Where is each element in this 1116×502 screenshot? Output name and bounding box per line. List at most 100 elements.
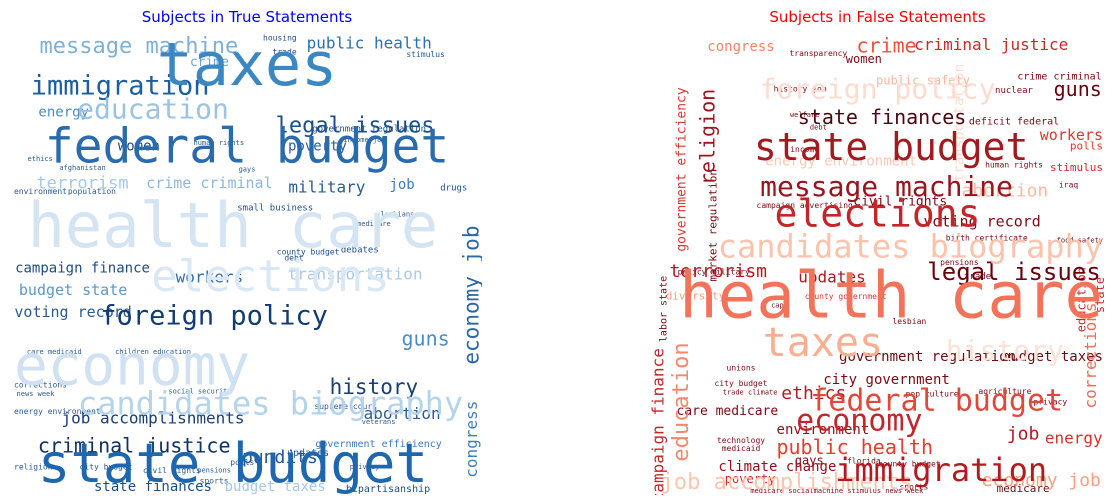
- cloud-word: campaign finance: [15, 261, 150, 277]
- cloud-word: privacy: [1034, 398, 1068, 407]
- cloud-word: updates: [287, 448, 329, 459]
- cloud-word: workers: [176, 267, 243, 286]
- cloud-word: women: [846, 52, 882, 66]
- cloud-word: terrorism: [669, 261, 767, 282]
- cloud-word: cap: [771, 302, 784, 310]
- cloud-word: gays: [795, 454, 824, 468]
- cloud-word: candidates biography: [718, 228, 1103, 266]
- cloud-word: economy: [796, 403, 922, 438]
- cloud-word: county budget: [878, 459, 941, 468]
- cloud-word: corrections: [14, 380, 67, 389]
- cloud-word: government efficiency: [674, 87, 689, 252]
- cloud-word: budget state: [19, 281, 127, 299]
- cloud-word: debates: [341, 245, 379, 255]
- cloud-word: education: [77, 92, 229, 125]
- cloud-word: campaign finance: [650, 348, 668, 495]
- cloud-word: budget taxes: [1002, 349, 1103, 365]
- wordcloud-true: afghanistan ethics gays human rights income …: [14, 30, 482, 495]
- cloud-word: congress: [462, 401, 481, 478]
- cloud-word: state budget: [38, 432, 428, 495]
- cloud-word: crime criminal: [1017, 72, 1101, 83]
- cloud-word: federal budget: [810, 384, 1063, 419]
- cloud-word: economy: [14, 334, 250, 399]
- cloud-word: care medicare: [676, 404, 778, 419]
- cloud-word: history: [330, 375, 419, 399]
- cloud-word: legal issues: [927, 258, 1100, 286]
- wordcloud-false: food safety cap trade climate debt welfare ma…: [650, 34, 1105, 495]
- cloud-word: trade: [273, 47, 297, 56]
- cloud-word: energy environment: [765, 154, 917, 170]
- cloud-word: health care: [679, 259, 1103, 333]
- cloud-word: abortion: [364, 404, 441, 423]
- cloud-word: transportation: [951, 64, 967, 182]
- cloud-word: history: [946, 334, 1064, 367]
- cloud-word: state: [1093, 277, 1105, 313]
- cloud-word: candidates biography: [78, 384, 463, 422]
- cloud-word: elections: [775, 192, 981, 236]
- cloud-word: policy military: [678, 267, 750, 276]
- cloud-word: welfare: [790, 111, 820, 119]
- cloud-word: stimulus: [406, 50, 445, 59]
- cloud-word: message machine: [760, 170, 1013, 203]
- cloud-word: elections: [151, 251, 389, 302]
- cloud-word: children education: [115, 348, 191, 356]
- cloud-word: budget taxes: [225, 479, 326, 495]
- cloud-word: lesbian: [892, 317, 926, 326]
- cloud-word: federal budget: [45, 119, 450, 175]
- cloud-word: environment: [14, 187, 67, 196]
- cloud-word: pensions: [197, 466, 231, 474]
- cloud-word: debt: [810, 124, 827, 132]
- cloud-word: job accomplishments: [661, 470, 913, 495]
- cloud-word: health care: [28, 189, 439, 262]
- cloud-word: state finances: [798, 105, 967, 129]
- cloud-word: debt: [284, 253, 303, 262]
- cloud-word: stimulus: [1050, 161, 1103, 174]
- cloud-word: energy: [1045, 429, 1103, 448]
- cloud-word: veterans: [362, 418, 396, 426]
- cloud-word: medicare: [357, 220, 391, 228]
- cloud-word: climate change: [718, 459, 836, 475]
- cloud-word: taxes: [157, 30, 338, 100]
- cloud-word: government efficiency: [315, 439, 441, 450]
- cloud-word: trade: [964, 272, 991, 282]
- cloud-word: lesbians: [381, 211, 415, 219]
- cloud-word: public health: [776, 435, 933, 459]
- cloud-word: trade climate: [723, 389, 778, 397]
- cloud-word: birth certificate: [946, 233, 1028, 242]
- cloud-word: civil rights: [143, 466, 201, 475]
- cloud-word: polls: [1070, 139, 1103, 152]
- cloud-word: news week: [17, 390, 56, 398]
- cloud-word: state budget: [754, 125, 1029, 169]
- cloud-word: market regulation: [707, 169, 720, 282]
- cloud-word: iraq: [1059, 180, 1078, 189]
- cloud-word: pensions: [940, 258, 979, 267]
- cloud-word: economy job: [982, 470, 1101, 491]
- cloud-word: abortion: [962, 180, 1049, 201]
- cloud-word: pop culture: [906, 390, 959, 399]
- cloud-word: polls: [230, 458, 254, 467]
- cloud-word: job: [1007, 424, 1040, 445]
- cloud-word: income job: [343, 136, 385, 144]
- cloud-word: city government: [823, 372, 949, 388]
- chart-title: Subjects in True Statements: [141, 8, 353, 26]
- cloud-word: foreign policy: [100, 300, 328, 331]
- cloud-word: guns: [402, 327, 450, 351]
- cloud-word: population: [68, 187, 116, 196]
- cloud-word: criminal justice: [914, 35, 1068, 54]
- cloud-word: medicare: [997, 482, 1050, 495]
- cloud-word: machine stimulus news week: [814, 487, 924, 495]
- cloud-word: voting record: [14, 303, 131, 321]
- cloud-word: women: [118, 138, 160, 154]
- cloud-word: energy: [38, 104, 89, 120]
- cloud-word: supreme court: [314, 402, 377, 411]
- cloud-word: income: [790, 145, 819, 154]
- cloud-word: taxes: [763, 320, 883, 366]
- cloud-word: energy environment: [14, 407, 101, 416]
- cloud-word: sports: [200, 477, 229, 486]
- cloud-word: care medicaid: [27, 348, 82, 356]
- cloud-word: agriculture: [978, 387, 1031, 396]
- cloud-word: housing: [263, 33, 297, 42]
- cloud-word: pundits: [242, 447, 318, 468]
- cloud-word: updates: [798, 267, 865, 286]
- cloud-word: religion: [696, 89, 720, 185]
